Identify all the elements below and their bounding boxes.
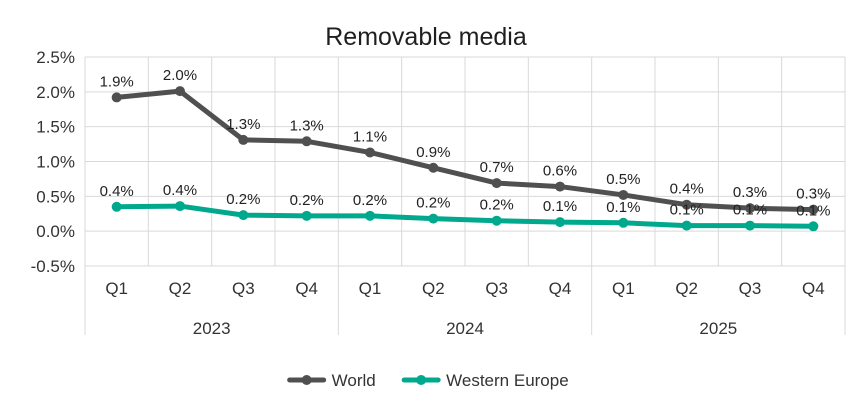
data-label: 0.3% (796, 186, 830, 203)
x-group-label: 2024 (446, 319, 484, 338)
data-label: 0.4% (100, 183, 134, 200)
axes: 2.5% 2.0% 1.5% 1.0% 0.5% 0.0% -0.5% Q1 Q2 Q3 Q4 Q1 Q… (31, 48, 846, 338)
data-label: 0.4% (670, 181, 704, 198)
data-point (175, 201, 185, 212)
y-tick-label: -0.5% (31, 257, 75, 276)
data-label: 0.1% (796, 202, 830, 219)
data-label: 0.2% (290, 192, 324, 209)
series-line (114, 88, 816, 213)
y-tick-label: 0.5% (36, 187, 75, 206)
x-tick-label: Q4 (802, 279, 825, 298)
y-tick-label: 2.0% (36, 83, 75, 102)
data-labels: 1.9% 2.0% 1.3% 1.3% 1.1% 0.9% 0.7% 0.6% 0.5% 0.4%… (100, 67, 831, 219)
series (111, 86, 819, 232)
data-label: 0.1% (670, 202, 704, 219)
x-tick-label: Q3 (485, 279, 508, 298)
data-point (428, 213, 439, 224)
data-label: 0.7% (480, 159, 514, 176)
data-point (491, 215, 502, 226)
data-point (111, 201, 122, 212)
x-tick-label: Q2 (169, 279, 192, 298)
data-point (238, 210, 249, 221)
y-tick-label: 2.5% (36, 48, 75, 67)
data-label: 1.9% (100, 73, 134, 90)
data-label: 0.2% (226, 191, 260, 208)
data-point (301, 136, 312, 147)
legend-marker (301, 375, 312, 385)
grid (84, 56, 846, 267)
data-point (175, 86, 185, 97)
data-point (681, 199, 692, 210)
data-label: 1.1% (353, 128, 387, 145)
legend-label: World (332, 371, 376, 390)
x-tick-label: Q4 (295, 279, 318, 298)
x-tick-label: Q2 (675, 279, 698, 298)
legend-label: Western Europe (446, 371, 569, 390)
data-label: 2.0% (163, 67, 197, 84)
data-point (491, 178, 502, 189)
data-point (745, 203, 755, 214)
x-tick-label: Q1 (612, 279, 635, 298)
data-label: 0.2% (353, 192, 387, 209)
x-tick-label: Q1 (359, 279, 382, 298)
x-tick-label: Q3 (232, 279, 255, 298)
data-label: 0.2% (416, 195, 450, 212)
y-tick-label: 0.0% (36, 222, 75, 241)
data-label: 0.6% (543, 163, 577, 180)
data-point (681, 220, 692, 231)
data-label: 1.3% (226, 116, 260, 133)
chart-title: Removable media (325, 23, 527, 51)
data-label: 0.3% (733, 184, 767, 201)
legend-marker (416, 375, 427, 385)
data-point (428, 162, 439, 173)
data-label: 0.9% (416, 144, 450, 161)
data-label: 0.1% (606, 199, 640, 216)
x-tick-label: Q4 (549, 279, 572, 298)
series-line (114, 203, 816, 229)
y-tick-label: 1.0% (36, 153, 75, 172)
data-point (618, 189, 629, 200)
data-point (618, 217, 629, 228)
legend: World Western Europe (287, 371, 569, 390)
data-point (365, 147, 375, 158)
data-point (555, 181, 565, 192)
data-point (808, 204, 819, 215)
data-label: 1.3% (290, 117, 324, 134)
data-point (555, 217, 565, 228)
data-label: 0.1% (733, 202, 767, 219)
data-label: 0.5% (606, 171, 640, 188)
data-point (365, 210, 375, 221)
x-group-label: 2025 (699, 319, 737, 338)
data-point (301, 210, 312, 221)
y-tick-label: 1.5% (36, 118, 75, 137)
x-tick-label: Q3 (739, 279, 762, 298)
x-group-label: 2023 (193, 319, 231, 338)
data-label: 0.4% (163, 182, 197, 199)
data-label: 0.2% (480, 197, 514, 214)
data-point (745, 220, 755, 231)
data-point (808, 221, 819, 232)
data-point (238, 134, 249, 145)
x-tick-label: Q2 (422, 279, 445, 298)
x-tick-label: Q1 (105, 279, 128, 298)
data-label: 0.1% (543, 198, 577, 215)
data-point (111, 92, 122, 103)
